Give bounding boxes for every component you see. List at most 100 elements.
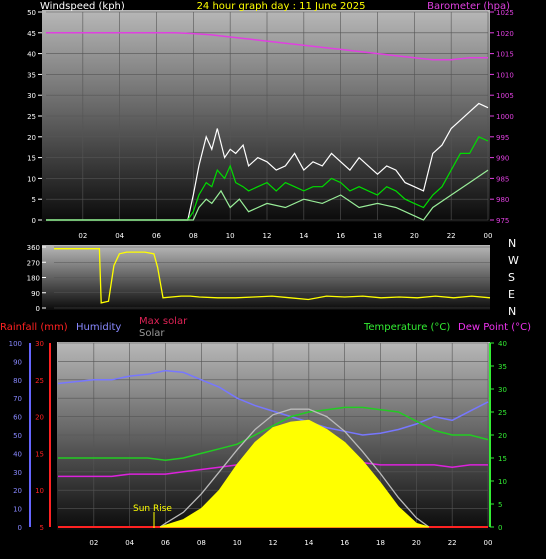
barometer-tick-label: 1015 xyxy=(496,51,514,59)
barometer-tick-label: 995 xyxy=(496,134,509,142)
x-tick-label: 22 xyxy=(447,232,456,240)
humidity-tick-label: 50 xyxy=(13,432,22,440)
wind-series xyxy=(46,32,489,221)
rainfall-tick-label: 5 xyxy=(40,524,44,532)
direction-tick-label: 0 xyxy=(36,305,40,313)
windspeed-tick-label: 40 xyxy=(27,51,36,59)
x-tick-label: 18 xyxy=(373,232,382,240)
humidity-tick-label: 30 xyxy=(13,469,22,477)
rainfall-tick-label: 25 xyxy=(35,377,44,385)
barometer-tick-label: 975 xyxy=(496,217,509,225)
series-line-humidity xyxy=(57,369,489,436)
direction-tick-label: 270 xyxy=(27,259,40,267)
humidity-tick-label: 20 xyxy=(13,487,22,495)
direction-tick-label: 180 xyxy=(27,275,40,283)
barometer-tick-label: 1020 xyxy=(496,30,514,38)
barometer-tick-label: 980 xyxy=(496,196,509,204)
x-tick-label: 12 xyxy=(263,232,272,240)
direction-label-e: E xyxy=(508,288,515,301)
series-line-barometer xyxy=(46,32,488,61)
x-tick-label: 22 xyxy=(448,539,457,547)
x-tick-label: 12 xyxy=(269,539,278,547)
dew-point-axis-label: Dew Point (°C) xyxy=(458,322,531,333)
x-tick-label: 06 xyxy=(152,232,161,240)
windspeed-tick-label: 5 xyxy=(32,196,36,204)
humidity-tick-label: 40 xyxy=(13,450,22,458)
windspeed-axis-label: Windspeed (kph) xyxy=(40,1,125,12)
series-area-solar xyxy=(159,419,430,528)
windspeed-tick-label: 35 xyxy=(27,71,36,79)
temperature-tick-label: 25 xyxy=(498,409,507,417)
temp-series xyxy=(57,369,489,528)
series-line-wind_direction xyxy=(54,248,491,304)
windspeed-tick-label: 20 xyxy=(27,134,36,142)
humidity-tick-label: 0 xyxy=(18,524,22,532)
direction-label-s: S xyxy=(508,271,515,284)
direction-grid: 360 270 180 90 0 xyxy=(27,244,490,313)
direction-tick-label: 360 xyxy=(27,244,40,252)
x-tick-label: 14 xyxy=(299,232,308,240)
rainfall-tick-label: 30 xyxy=(35,340,44,348)
rainfall-tick-label: 20 xyxy=(35,414,44,422)
windspeed-tick-label: 50 xyxy=(27,9,36,17)
direction-series xyxy=(54,248,491,304)
direction-tick-label: 90 xyxy=(31,290,40,298)
x-tick-label: 06 xyxy=(161,539,170,547)
x-tick-label: 00 xyxy=(484,232,493,240)
x-tick-label: 20 xyxy=(410,232,419,240)
windspeed-tick-label: 15 xyxy=(27,155,36,163)
x-tick-label: 16 xyxy=(336,232,345,240)
x-tick-label: 20 xyxy=(412,539,421,547)
max-solar-label: Max solar xyxy=(139,316,188,327)
temperature-tick-label: 30 xyxy=(498,386,507,394)
temperature-tick-label: 15 xyxy=(498,455,507,463)
windspeed-tick-label: 10 xyxy=(27,175,36,183)
temperature-tick-label: 20 xyxy=(498,432,507,440)
x-tick-label: 02 xyxy=(89,539,98,547)
direction-labels: N W S E N xyxy=(508,237,519,318)
humidity-axis-label: Humidity xyxy=(76,322,121,333)
windspeed-tick-label: 45 xyxy=(27,30,36,38)
rainfall-axis-label: Rainfall (mm) xyxy=(0,322,68,333)
rainfall-tick-label: 15 xyxy=(35,450,44,458)
x-tick-label: 00 xyxy=(484,539,493,547)
temperature-tick-label: 40 xyxy=(498,340,507,348)
series-line-minimum xyxy=(46,169,489,221)
humidity-tick-label: 60 xyxy=(13,414,22,422)
direction-label-n-bottom: N xyxy=(508,305,516,318)
temperature-tick-label: 0 xyxy=(498,524,502,532)
series-line-gust xyxy=(46,102,489,221)
wind-grid: 5045403530252015105010251020101510101005… xyxy=(27,9,514,240)
windspeed-tick-label: 30 xyxy=(27,92,36,100)
series-line-max_solar xyxy=(159,408,430,528)
chart-title: 24 hour graph day : 11 June 2025 xyxy=(197,1,366,12)
direction-label-w: W xyxy=(508,254,519,267)
humidity-tick-label: 100 xyxy=(9,340,22,348)
temperature-tick-label: 35 xyxy=(498,363,507,371)
x-tick-label: 04 xyxy=(125,539,134,547)
barometer-tick-label: 1025 xyxy=(496,9,514,17)
x-tick-label: 10 xyxy=(226,232,235,240)
temperature-tick-label: 5 xyxy=(498,501,502,509)
sunrise-annotation: Sun Rise xyxy=(133,504,172,514)
series-line-average xyxy=(46,136,489,221)
windspeed-tick-label: 0 xyxy=(32,217,36,225)
direction-label-n-top: N xyxy=(508,237,516,250)
x-tick-label: 02 xyxy=(78,232,87,240)
x-tick-label: 04 xyxy=(115,232,124,240)
x-tick-label: 08 xyxy=(197,539,206,547)
barometer-tick-label: 990 xyxy=(496,155,509,163)
solar-label: Solar xyxy=(139,328,165,339)
barometer-tick-label: 1005 xyxy=(496,92,514,100)
x-tick-label: 18 xyxy=(376,539,385,547)
temperature-axis-label: Temperature (°C) xyxy=(363,322,450,333)
humidity-tick-label: 90 xyxy=(13,358,22,366)
x-tick-label: 10 xyxy=(233,539,242,547)
humidity-tick-label: 70 xyxy=(13,395,22,403)
temperature-tick-label: 10 xyxy=(498,478,507,486)
windspeed-tick-label: 25 xyxy=(27,113,36,121)
humidity-tick-label: 10 xyxy=(13,506,22,514)
series-line-temperature xyxy=(58,406,489,462)
barometer-tick-label: 985 xyxy=(496,175,509,183)
